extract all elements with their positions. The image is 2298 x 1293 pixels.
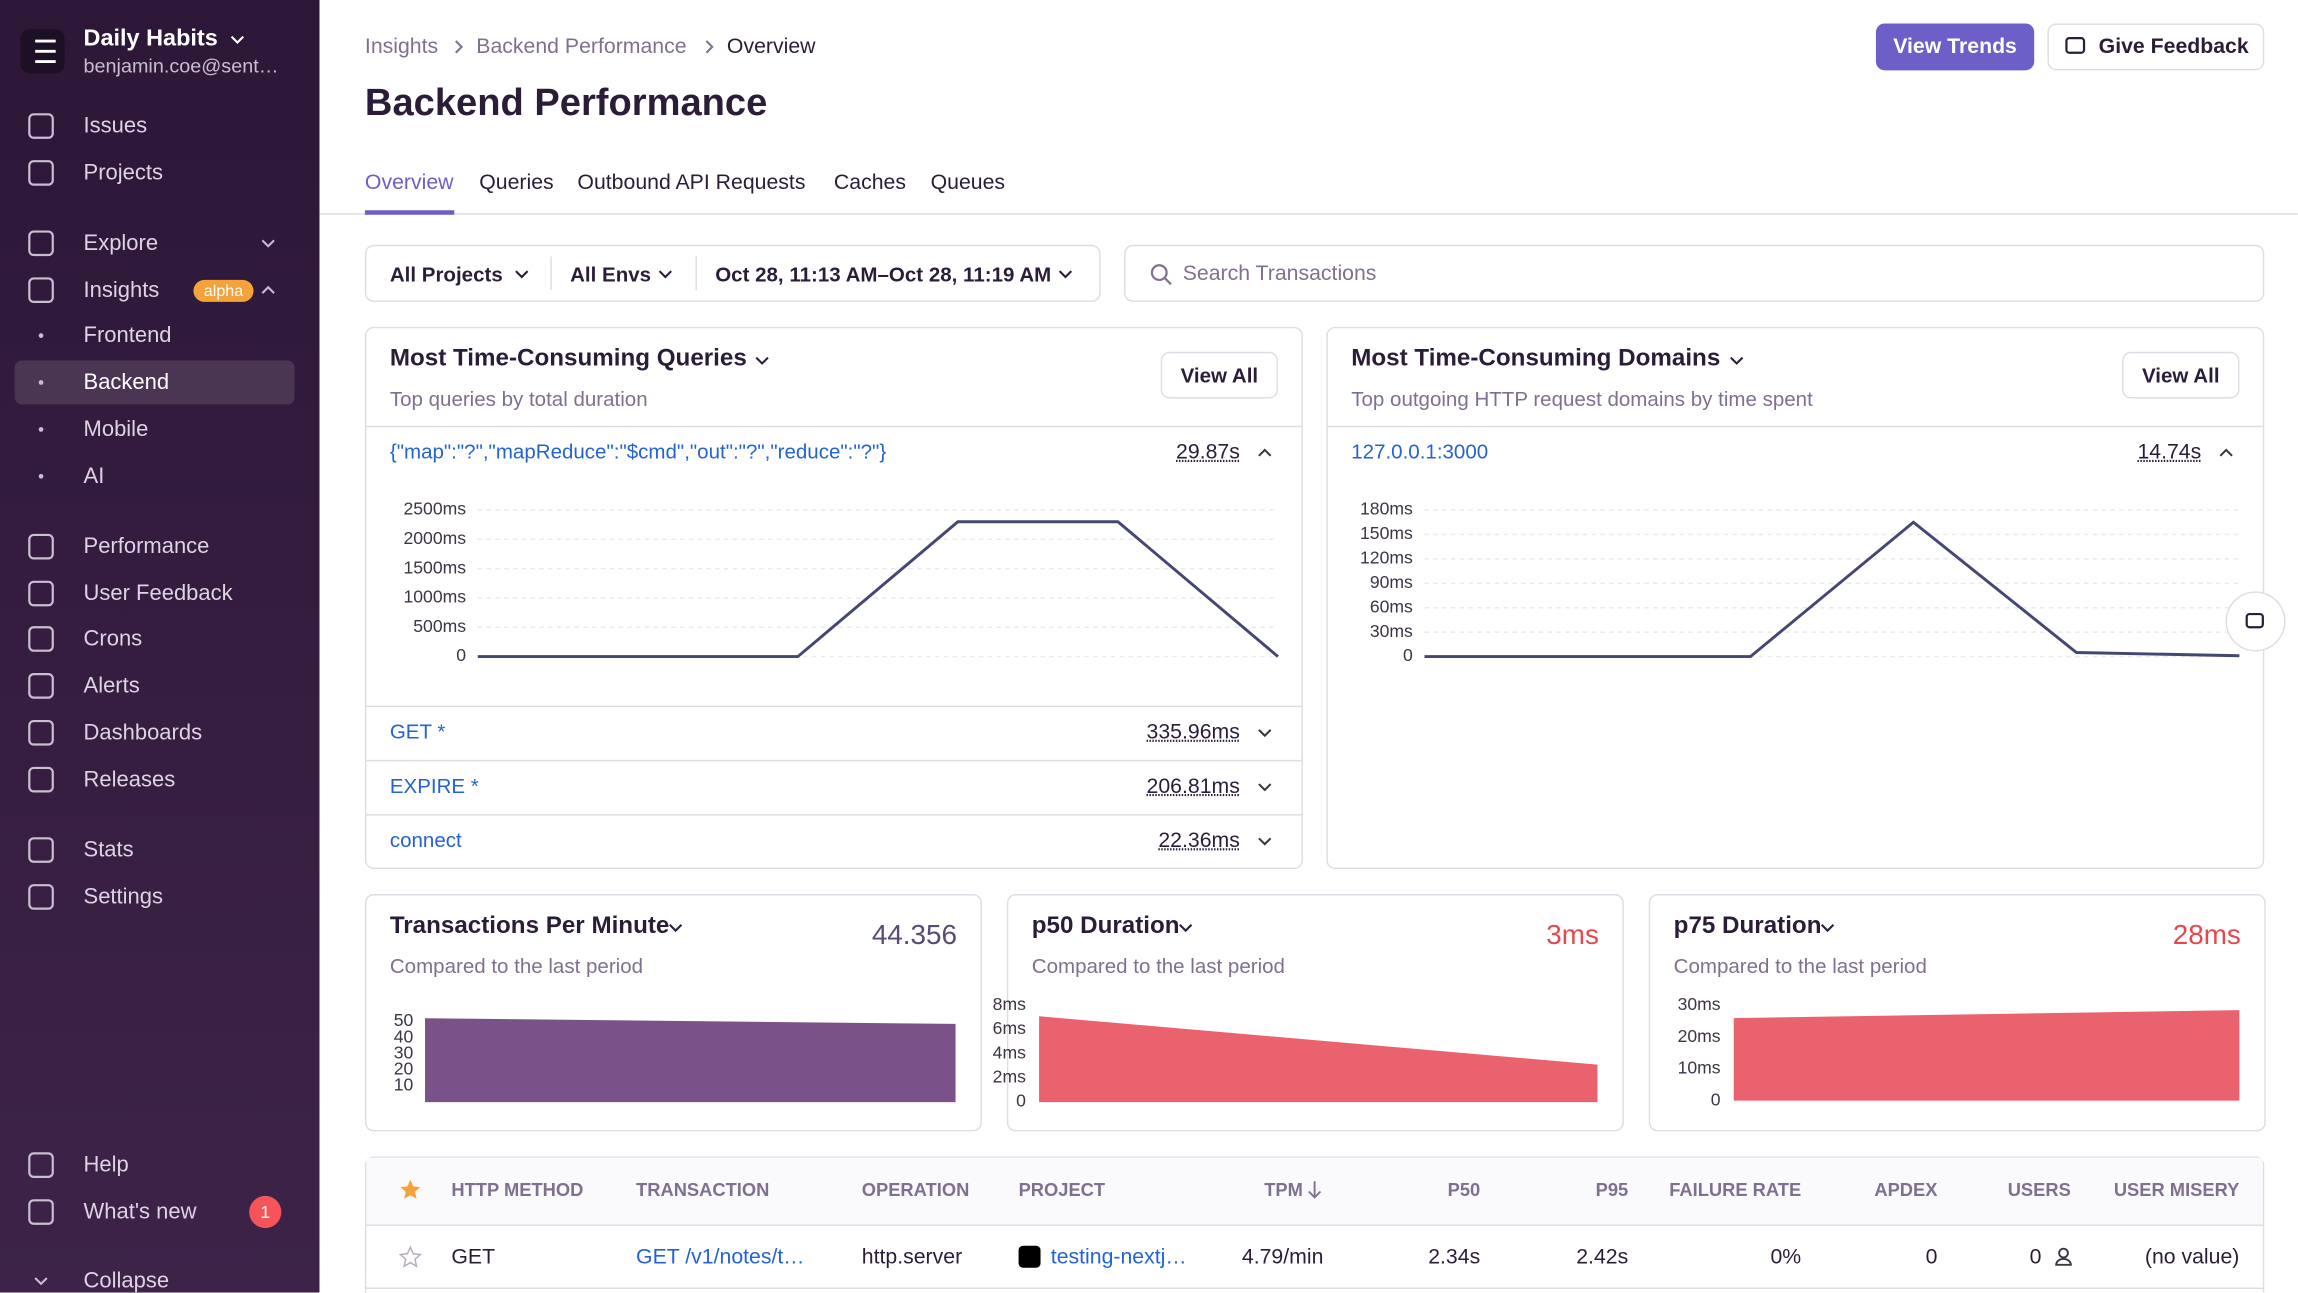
- nav-item[interactable]: Releases: [83, 767, 176, 793]
- table-cell: (no value): [2144, 1245, 2240, 1270]
- panel-subtitle: Top queries by total duration: [389, 386, 648, 411]
- sub-nav-item[interactable]: Frontend: [83, 323, 172, 349]
- table-cell: 0%: [1770, 1245, 1802, 1270]
- search-placeholder: Search Transactions: [1182, 262, 1377, 286]
- filter[interactable]: Oct 28, 11:13 AM–Oct 28, 11:19 AM: [715, 262, 1052, 286]
- nav-item[interactable]: Help: [83, 1152, 129, 1178]
- sub-nav-item[interactable]: Mobile: [83, 416, 149, 442]
- query-name[interactable]: connect: [389, 828, 462, 852]
- table-cell: 0: [2029, 1245, 2042, 1270]
- user-email: benjamin.coe@sent…: [83, 54, 279, 77]
- sub-nav-item[interactable]: Backend: [83, 370, 170, 395]
- button[interactable]: [1160, 351, 1278, 399]
- nav-item[interactable]: Alerts: [83, 673, 140, 699]
- column-header[interactable]: FAILURE RATE: [1669, 1179, 1802, 1201]
- nav-item[interactable]: Collapse: [83, 1268, 170, 1293]
- column-header[interactable]: P95: [1595, 1179, 1629, 1201]
- tab[interactable]: Queues: [930, 171, 1006, 195]
- panel-title: Most Time-Consuming Queries: [389, 345, 747, 372]
- table-cell: 2.34s: [1428, 1245, 1481, 1270]
- column-header[interactable]: TRANSACTION: [636, 1179, 770, 1201]
- metric-value: 3ms: [1546, 920, 1599, 952]
- column-header[interactable]: USER MISERY: [2113, 1179, 2240, 1201]
- breadcrumb[interactable]: Backend Performance: [476, 35, 687, 59]
- column-header[interactable]: HTTP METHOD: [451, 1179, 584, 1201]
- button-label: View Trends: [1893, 35, 2017, 59]
- breadcrumb: Overview: [726, 35, 816, 59]
- nav-item[interactable]: Performance: [83, 534, 210, 560]
- chevron-down: [455, 40, 464, 54]
- breadcrumb[interactable]: Insights: [364, 35, 439, 59]
- metric-subtitle: Compared to the last period: [1673, 954, 1927, 978]
- filter[interactable]: All Projects: [389, 262, 503, 286]
- column-header[interactable]: APDEX: [1874, 1179, 1938, 1201]
- table: [364, 1156, 2265, 1293]
- column-header[interactable]: TPM: [1264, 1179, 1303, 1201]
- button-label: View All: [1180, 363, 1259, 387]
- page-title: Backend Performance: [364, 79, 768, 124]
- metric-title: p50 Duration: [1031, 912, 1180, 939]
- table-cell: 4.79/min: [1241, 1245, 1324, 1270]
- tab[interactable]: Queries: [479, 171, 554, 195]
- tab[interactable]: Outbound API Requests: [577, 171, 806, 195]
- filter[interactable]: All Envs: [570, 262, 652, 286]
- search-input[interactable]: [1124, 244, 2265, 302]
- nav-item[interactable]: Explore: [83, 230, 159, 256]
- query-total: 335.96ms: [1146, 721, 1240, 745]
- nav-item[interactable]: Settings: [83, 884, 163, 910]
- nav-item[interactable]: Crons: [83, 626, 143, 652]
- top-item-total: 14.74s: [2137, 441, 2202, 465]
- table-cell: http.server: [861, 1245, 963, 1270]
- nav-item[interactable]: Dashboards: [83, 720, 203, 746]
- tab[interactable]: Caches: [833, 171, 906, 195]
- top-item-total: 29.87s: [1176, 441, 1240, 465]
- nav-item[interactable]: What's new: [83, 1199, 197, 1225]
- top-item-name[interactable]: {"map":"?","mapReduce":"$cmd","out":"?",…: [389, 439, 887, 464]
- nav-item[interactable]: User Feedback: [83, 581, 233, 607]
- sidebar: [0, 0, 320, 1293]
- table-cell: GET: [451, 1245, 496, 1270]
- metric-subtitle: Compared to the last period: [389, 954, 644, 978]
- query-name[interactable]: GET *: [389, 719, 446, 744]
- nav-item[interactable]: Stats: [83, 837, 134, 863]
- table-cell[interactable]: GET /v1/notes/t…: [636, 1245, 805, 1270]
- table-cell: 2.42s: [1576, 1245, 1629, 1270]
- nav-item[interactable]: Projects: [83, 160, 163, 186]
- metric-title: Transactions Per Minute: [389, 912, 670, 939]
- table-cell: 0: [1925, 1245, 1938, 1270]
- column-header[interactable]: OPERATION: [861, 1179, 970, 1201]
- button-label: View All: [2141, 363, 2220, 387]
- metric-value: 28ms: [2172, 920, 2241, 952]
- top-item-name[interactable]: 127.0.0.1:3000: [1351, 439, 1489, 464]
- query-total: 22.36ms: [1158, 829, 1240, 853]
- button-label: Give Feedback: [2098, 35, 2249, 59]
- query-total: 206.81ms: [1146, 775, 1240, 799]
- metric-value: 44.356: [871, 920, 958, 952]
- button[interactable]: [2122, 351, 2240, 399]
- panel-subtitle: Top outgoing HTTP request domains by tim…: [1351, 386, 1813, 411]
- column-header[interactable]: PROJECT: [1018, 1179, 1106, 1201]
- org-name[interactable]: Daily Habits: [83, 26, 218, 52]
- column-header[interactable]: USERS: [2007, 1179, 2071, 1201]
- panel-title: Most Time-Consuming Domains: [1351, 345, 1721, 372]
- chevron-down: [705, 40, 714, 54]
- nav-item[interactable]: Issues: [83, 113, 148, 139]
- column-header[interactable]: P50: [1447, 1179, 1481, 1201]
- sub-nav-item[interactable]: AI: [83, 463, 105, 489]
- filter-bar: [364, 244, 1101, 302]
- query-name[interactable]: EXPIRE *: [389, 773, 479, 798]
- metric-subtitle: Compared to the last period: [1031, 954, 1285, 978]
- table-cell[interactable]: testing-nextj…: [1050, 1245, 1187, 1270]
- metric-title: p75 Duration: [1673, 912, 1822, 939]
- nav-item[interactable]: Insights: [83, 277, 160, 303]
- button[interactable]: [1875, 23, 2035, 71]
- tab[interactable]: Overview: [364, 171, 454, 195]
